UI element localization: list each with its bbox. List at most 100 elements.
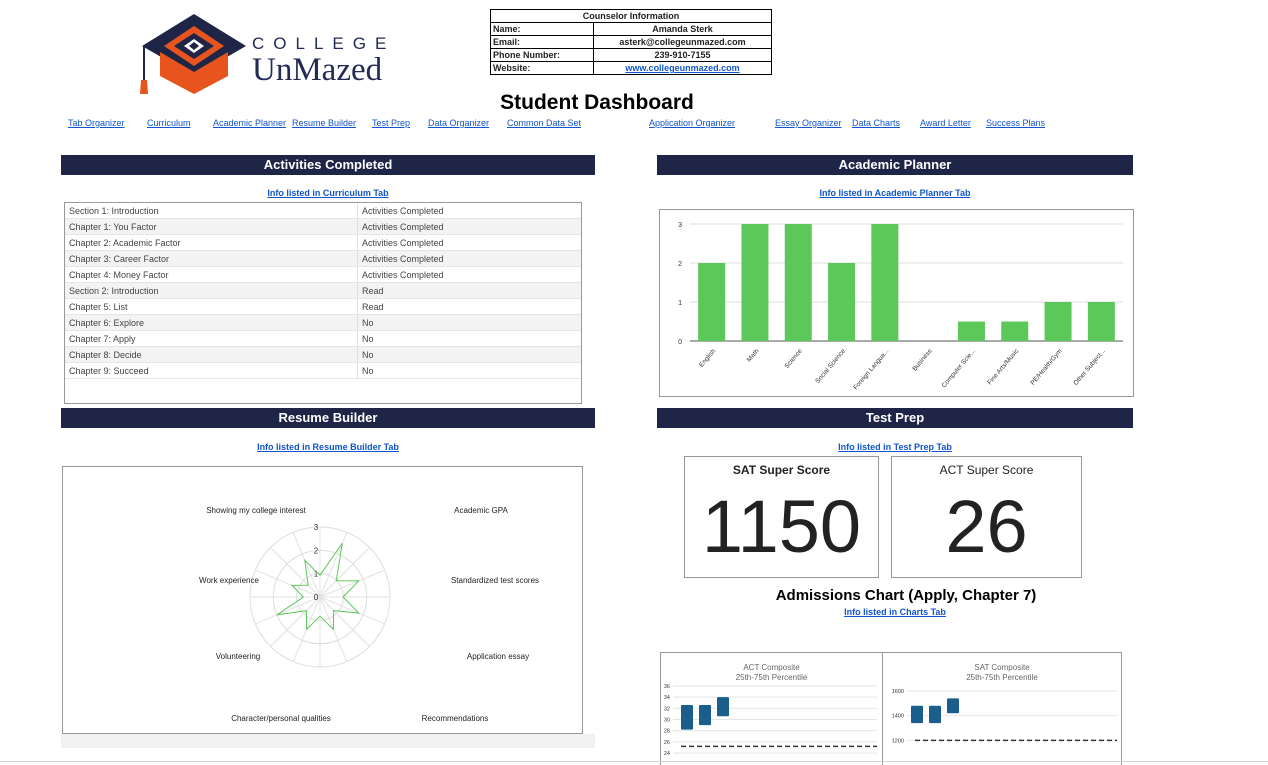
academic-planner-info-link[interactable]: Info listed in Academic Planner Tab xyxy=(819,188,971,198)
logo-text-college: COLLEGE xyxy=(252,34,396,53)
bar xyxy=(1087,302,1115,341)
radar-spoke xyxy=(255,596,321,625)
counselor-info-table: Counselor Information Name: Amanda Sterk… xyxy=(490,9,772,75)
x-tick-label: Foreign Langua... xyxy=(852,348,890,392)
radar-spoke xyxy=(319,569,385,598)
radar-axis-label: Showing my college interest xyxy=(206,506,306,515)
radar-spoke xyxy=(255,569,321,598)
y-tick-label: 26 xyxy=(664,740,670,746)
radar-series-line xyxy=(276,542,361,631)
nav-link-curriculum[interactable]: Curriculum xyxy=(147,118,191,128)
nav-link-test-prep[interactable]: Test Prep xyxy=(372,118,411,128)
curriculum-section-cell: Chapter 8: Decide xyxy=(65,346,358,363)
curriculum-info-link[interactable]: Info listed in Curriculum Tab xyxy=(267,188,389,198)
radar-axis-label: Application essay xyxy=(467,652,529,661)
test-prep-info-link[interactable]: Info listed in Test Prep Tab xyxy=(838,442,952,452)
bar xyxy=(1001,321,1029,341)
nav-link-data-charts[interactable]: Data Charts xyxy=(852,118,901,128)
range-bar xyxy=(947,698,959,714)
chart-title: ACT Composite xyxy=(743,663,800,672)
admissions-charts: ACT Composite 25th-75th Percentile 24 26 28 3… xyxy=(660,652,1122,765)
x-tick-label: Science xyxy=(784,347,804,370)
page-title: Student Dashboard xyxy=(500,91,694,114)
bar xyxy=(957,321,985,341)
logo-text-unmazed: UnMazed xyxy=(252,52,383,88)
nav-link-application-organizer[interactable]: Application Organizer xyxy=(649,118,736,128)
radar-spoke xyxy=(270,547,321,598)
nav-link-common-data-set[interactable]: Common Data Set xyxy=(507,118,582,128)
x-tick-label: Business xyxy=(911,347,934,372)
radar-axis-label: Work experience xyxy=(199,576,259,585)
resume-builder-chart: 0 1 2 3 Academic GPA Standardized test scores… xyxy=(62,466,583,734)
y-tick-label: 1 xyxy=(678,300,682,307)
bar xyxy=(698,263,726,341)
bar xyxy=(828,263,856,341)
chart-divider xyxy=(882,653,883,765)
chart-title: SAT Composite xyxy=(974,663,1030,672)
act-super-score-value: 26 xyxy=(945,485,1028,568)
x-tick-label: Fine Arts/Music xyxy=(986,347,1020,386)
y-tick-label: 1200 xyxy=(892,738,904,744)
nav-link-tab-organizer[interactable]: Tab Organizer xyxy=(68,118,125,128)
curriculum-status-cell: Activities Completed xyxy=(357,203,581,219)
nav-link-success-plans[interactable]: Success Plans xyxy=(986,118,1046,128)
curriculum-status-cell: Read xyxy=(357,298,581,315)
radar-axis-label: Volunteering xyxy=(216,652,260,661)
y-tick-label: 30 xyxy=(664,718,670,724)
act-super-score-card: ACT Super Score 26 xyxy=(891,456,1082,578)
curriculum-row: Chapter 3: Career Factor Activities Compl… xyxy=(65,250,581,267)
academic-planner-header: Academic Planner xyxy=(657,155,1133,175)
radar-spoke xyxy=(319,547,370,598)
curriculum-row: Chapter 5: List Read xyxy=(65,298,581,315)
y-tick-label: 1400 xyxy=(892,714,904,720)
charts-info-link[interactable]: Info listed in Charts Tab xyxy=(844,607,946,617)
curriculum-section-cell: Chapter 2: Academic Factor xyxy=(65,234,358,251)
y-tick-label: 34 xyxy=(664,695,670,701)
curriculum-row: Chapter 2: Academic Factor Activities Com… xyxy=(65,234,581,251)
curriculum-status-cell: Read xyxy=(357,282,581,299)
range-bar xyxy=(681,705,693,730)
activities-header: Activities Completed xyxy=(61,155,595,175)
radar-spoke xyxy=(292,532,321,598)
range-bar xyxy=(699,705,711,726)
bar xyxy=(871,224,899,341)
range-bar xyxy=(717,697,729,717)
x-tick-label: English xyxy=(698,347,717,368)
nav-link-academic-planner[interactable]: Academic Planner xyxy=(213,118,287,128)
x-tick-label: Other Subject... xyxy=(1072,348,1107,387)
nav-link-data-organizer[interactable]: Data Organizer xyxy=(428,118,490,128)
chart-subtitle: 25th-75th Percentile xyxy=(736,673,808,682)
section-footer-strip xyxy=(61,734,595,748)
counselor-website-link[interactable]: www.collegeunmazed.com xyxy=(625,63,740,73)
curriculum-section-cell: Chapter 7: Apply xyxy=(65,330,358,347)
curriculum-status-cell: No xyxy=(357,330,581,347)
y-tick-label: 24 xyxy=(664,751,670,757)
curriculum-row: Section 2: Introduction Read xyxy=(65,282,581,299)
curriculum-row: Chapter 6: Explore No xyxy=(65,314,581,331)
bar xyxy=(741,224,769,341)
nav-link-essay-organizer[interactable]: Essay Organizer xyxy=(775,118,842,128)
curriculum-row: Chapter 4: Money Factor Activities Comple… xyxy=(65,266,581,283)
curriculum-section-cell: Chapter 9: Succeed xyxy=(65,362,358,379)
curriculum-table-container[interactable]: Section 1: Introduction Activities Comple… xyxy=(64,202,582,404)
nav-link-resume-builder[interactable]: Resume Builder xyxy=(292,118,357,128)
resume-builder-info-link[interactable]: Info listed in Resume Builder Tab xyxy=(257,442,399,452)
curriculum-section-cell: Section 2: Introduction xyxy=(65,282,358,299)
y-tick-label: 0 xyxy=(678,339,682,346)
curriculum-section-cell: Chapter 3: Career Factor xyxy=(65,250,358,267)
page-bottom-border xyxy=(0,761,1268,762)
nav-link-award-letter[interactable]: Award Letter xyxy=(920,118,971,128)
y-tick-label: 1600 xyxy=(892,689,904,695)
curriculum-section-cell: Chapter 6: Explore xyxy=(65,314,358,331)
counselor-name-value: Amanda Sterk xyxy=(593,22,772,36)
counselor-phone-value: 239-910-7155 xyxy=(593,48,772,62)
radar-tick-label: 0 xyxy=(314,593,319,602)
range-bar xyxy=(911,705,923,724)
bar xyxy=(784,224,812,341)
curriculum-status-cell: Activities Completed xyxy=(357,218,581,235)
range-bar xyxy=(929,705,941,724)
y-tick-label: 28 xyxy=(664,729,670,735)
x-tick-label: Math xyxy=(746,347,761,363)
curriculum-section-cell: Chapter 1: You Factor xyxy=(65,218,358,235)
